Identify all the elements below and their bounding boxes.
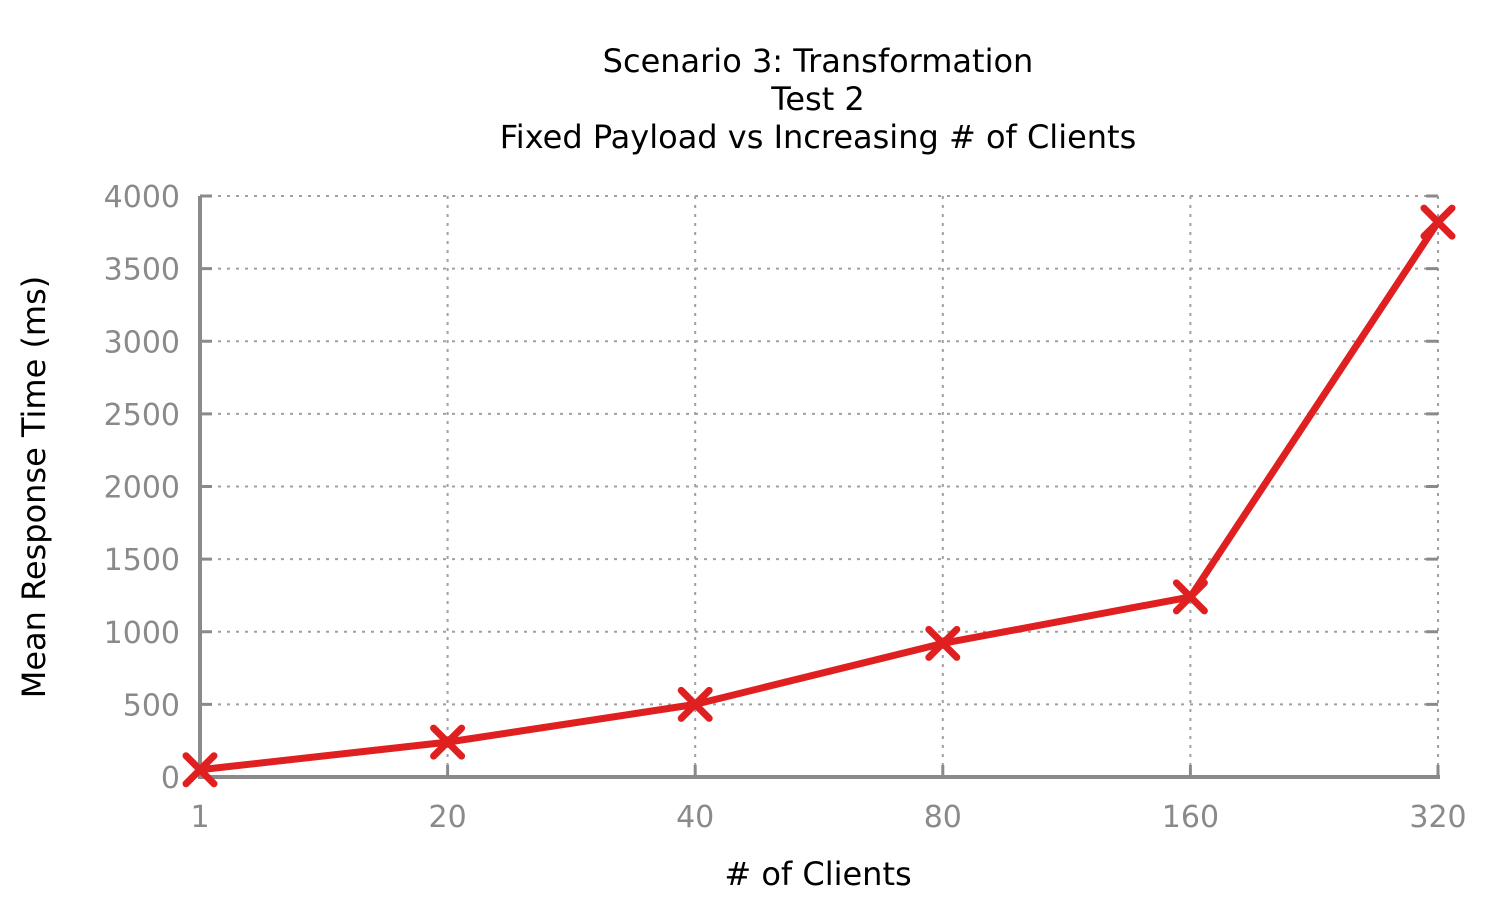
y-tick-label: 1500	[104, 543, 180, 578]
x-tick-label: 320	[1409, 800, 1466, 835]
x-axis-label: # of Clients	[724, 855, 911, 893]
chart-title: Scenario 3: Transformation Test 2 Fixed …	[500, 42, 1137, 156]
data-point-marker	[1172, 579, 1208, 615]
chart-title-line-2: Test 2	[770, 80, 865, 118]
x-tick-label: 1	[190, 800, 209, 835]
marker-stroke	[925, 625, 961, 661]
x-axis-ticks: 1 20 40 80 160 320	[190, 765, 1467, 835]
x-tick-label: 40	[676, 800, 714, 835]
y-tick-label: 4000	[104, 180, 180, 215]
data-point-marker	[925, 625, 961, 661]
x-tick-label: 160	[1162, 800, 1219, 835]
marker-stroke	[182, 752, 218, 788]
marker-stroke	[430, 724, 466, 760]
y-tick-label: 3000	[104, 325, 180, 360]
marker-stroke	[1172, 579, 1208, 615]
y-tick-label: 2000	[104, 471, 180, 506]
data-point-marker	[1420, 204, 1456, 240]
marker-stroke	[677, 686, 713, 722]
x-tick-label: 20	[429, 800, 467, 835]
y-tick-label: 2500	[104, 398, 180, 433]
data-point-marker	[182, 752, 218, 788]
series-line	[196, 218, 1442, 774]
data-point-marker	[430, 724, 466, 760]
y-tick-label: 0	[161, 761, 180, 796]
y-tick-label: 1000	[104, 616, 180, 651]
y-axis-ticks: 0 500 1000 1500 2000 2500 3000 3500 4000	[104, 180, 1438, 796]
chart-title-line-1: Scenario 3: Transformation	[603, 42, 1034, 80]
y-axis-label: Mean Response Time (ms)	[15, 276, 53, 699]
grid	[199, 195, 1439, 777]
series	[182, 204, 1456, 788]
y-tick-label: 3500	[104, 253, 180, 288]
y-tick-label: 500	[123, 688, 180, 723]
x-tick-label: 80	[924, 800, 962, 835]
chart-title-line-3: Fixed Payload vs Increasing # of Clients	[500, 118, 1137, 156]
data-point-marker	[677, 686, 713, 722]
marker-stroke	[1420, 204, 1456, 240]
